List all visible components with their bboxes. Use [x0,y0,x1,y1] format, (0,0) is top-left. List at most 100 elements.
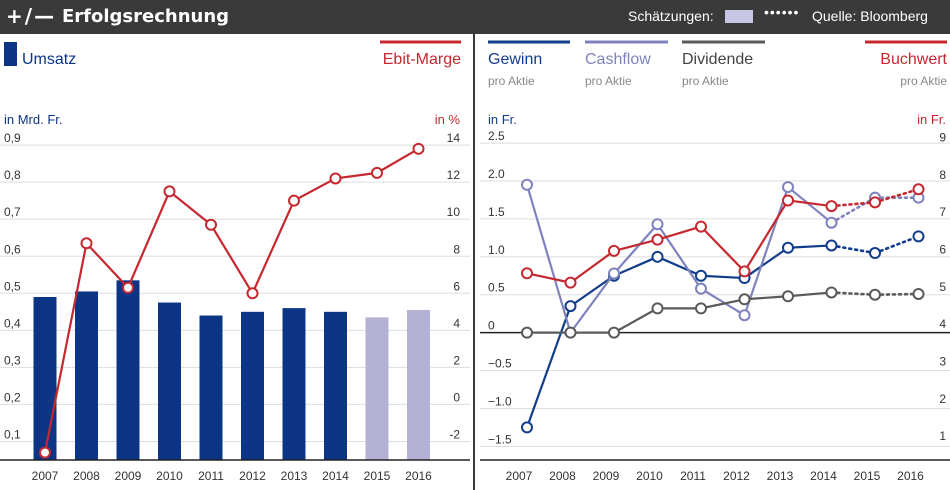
umsatz-bar [241,311,264,460]
legend-buchwert-sub: pro Aktie [900,74,947,88]
x-tick-label: 2013 [767,469,794,483]
umsatz-bar [75,291,98,460]
buchwert-point [521,267,533,280]
estimates-swatch [725,10,753,23]
legend-gewinn-sub: pro Aktie [488,74,535,88]
ebit-marge-point [39,446,51,459]
ebit-marge-point [288,194,300,207]
dividende-point [651,302,664,315]
cashflow-line-segment [613,223,659,275]
source-label: Quelle: Bloomberg [812,8,928,24]
ebit-marge-point [412,142,425,155]
dividende-line-segment [873,292,920,297]
gewinn-point [564,300,577,313]
gewinn-point [651,250,664,263]
buchwert-point [825,200,838,213]
buchwert-point [564,276,577,289]
x-tick-label: 2010 [156,469,183,483]
dividende-point [782,290,794,303]
cashflow-line-segment [656,223,702,290]
right-tick-label: 8 [939,168,946,182]
buchwert-point [912,183,925,196]
chart-title: Erfolgsrechnung [62,6,230,27]
x-tick-label: 2007 [32,469,59,483]
dividende-line-segment [613,307,659,334]
cashflow-line-segment [700,287,746,317]
right-tick-label: 8 [453,242,460,256]
right-tick-label: 9 [939,130,946,144]
left-tick-label: 0,7 [4,205,21,219]
legend-gewinn: Gewinn [488,51,542,68]
left-tick-label: 2.5 [488,129,505,143]
left-tick-label: −0.5 [488,357,512,371]
x-tick-label: 2011 [198,469,224,483]
buchwert-point [738,265,751,278]
ebit-marge-point [205,218,217,231]
dividende-line-segment [700,298,745,310]
right-tick-label: 4 [939,317,946,331]
dividende-line-segment [744,295,789,301]
gewinn-line-segment [700,274,745,280]
dividende-line-segment [830,291,877,297]
left-tick-label: 0.5 [488,281,505,295]
right-tick-label: 12 [447,168,461,182]
gewinn-point [695,269,707,282]
ebit-marge-point [371,166,383,179]
expand-collapse-toggle[interactable]: +/— [6,4,57,28]
umsatz-bar [407,309,430,460]
x-tick-label: 2015 [854,469,881,483]
left-tick-label: −1.0 [488,394,512,408]
gewinn-point [782,241,794,254]
cashflow-line-segment [569,272,615,334]
x-tick-label: 2012 [723,469,750,483]
estimates-label: Schätzungen: [628,8,714,24]
dividende-point [521,326,533,339]
left-tick-label: 0,4 [4,316,21,330]
x-tick-label: 2016 [897,469,924,483]
right-tick-label: 6 [939,242,946,256]
right-tick-label: 7 [939,205,946,219]
x-tick-label: 2009 [593,469,620,483]
umsatz-bar [33,297,57,460]
dividende-point [825,286,838,299]
right-panel-left-unit: in Fr. [488,112,517,127]
dividende-point [738,293,751,306]
chart-header-bar: +/— Erfolgsrechnung Schätzungen: •••••• … [0,0,950,34]
buchwert-line-segment [830,201,877,208]
legend-umsatz: Umsatz [22,51,76,68]
legend-cashflow-sub: pro Aktie [585,74,632,88]
x-tick-label: 2016 [405,469,432,483]
umsatz-bar [199,315,223,460]
x-tick-label: 2007 [506,469,533,483]
left-tick-label: 0,8 [4,168,21,182]
estimates-dots: •••••• [764,4,800,20]
right-tick-label: 14 [447,131,461,145]
gewinn-line-segment [743,246,789,279]
buchwert-point [651,233,664,246]
gewinn-line-segment [830,244,877,255]
cashflow-point [521,178,533,191]
cashflow-point [782,181,794,194]
gewinn-line-segment [787,244,832,249]
gewinn-line-segment [657,255,702,277]
dividende-point [869,288,881,301]
right-tick-label: 5 [939,280,946,294]
ebit-marge-point [122,281,134,294]
dividende-line-segment [787,291,832,298]
buchwert-line-segment [526,272,571,284]
left-tick-label: 0,5 [4,279,21,293]
legend-cashflow: Cashflow [585,51,651,68]
cashflow-line-segment [743,186,790,316]
right-panel-right-unit: in Fr. [917,112,946,127]
buchwert-point [608,244,620,257]
buchwert-line-segment [657,225,702,241]
umsatz-bar [158,302,181,460]
x-tick-label: 2012 [239,469,266,483]
legend-dividende-sub: pro Aktie [682,74,729,88]
legend-umsatz-swatch [4,42,17,66]
x-tick-label: 2009 [115,469,142,483]
right-tick-label: 6 [453,279,460,293]
cashflow-point [738,309,751,322]
right-axis-unit: in % [435,112,461,127]
x-tick-label: 2011 [680,469,706,483]
